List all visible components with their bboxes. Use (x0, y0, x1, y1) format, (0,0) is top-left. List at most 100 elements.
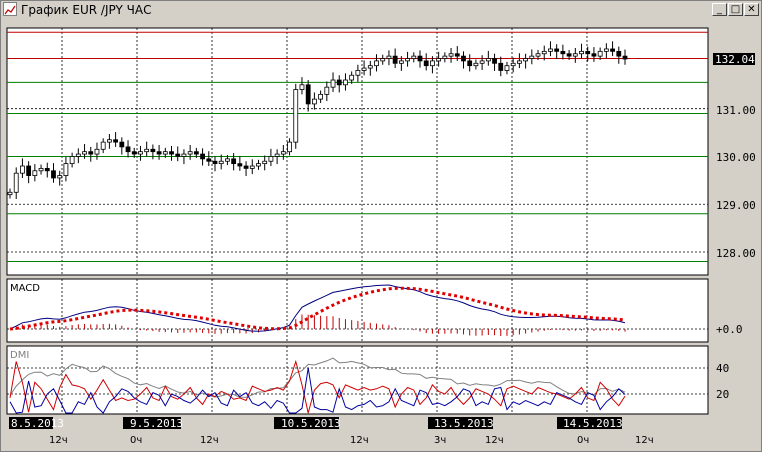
hour-label: 0ч (577, 435, 589, 446)
candle-body (156, 151, 162, 155)
candle-body (492, 58, 497, 64)
candle-body (20, 165, 25, 174)
close-button[interactable]: ✕ (744, 3, 759, 16)
window-title: График EUR /JPY ЧАС (21, 3, 152, 17)
candle-body (529, 55, 535, 59)
candle-body (479, 60, 485, 64)
current-price-box (713, 53, 755, 65)
candle-body (330, 79, 336, 88)
candle-body (69, 156, 75, 165)
y-tick-label: 129.00 (716, 199, 756, 212)
dmi-label: DMI (10, 350, 29, 361)
candle-body (169, 151, 174, 155)
dmi-tick-label: 40 (716, 362, 729, 375)
candle-body (175, 153, 181, 157)
y-tick-label: 131.00 (716, 104, 756, 117)
macd-signal-line (9, 286, 626, 331)
candle-body (510, 62, 516, 67)
candle-body (44, 167, 50, 172)
candle-body (436, 58, 442, 62)
candle-body (311, 98, 317, 105)
macd-line (9, 284, 626, 332)
hour-label: 3ч (434, 435, 446, 446)
date-label: 8.5.2013 (11, 417, 64, 430)
candle-body (256, 163, 261, 167)
y-tick-label: 130.00 (716, 151, 756, 164)
candle-body (380, 58, 386, 62)
candle-body (541, 50, 547, 55)
candle-body (473, 62, 479, 67)
candle-body (355, 70, 361, 76)
dmi-panel[interactable] (6, 345, 709, 415)
candle-body (548, 48, 553, 52)
dmi-series (9, 357, 626, 414)
candle-body (138, 151, 143, 155)
date-label: 10.5.2013 (281, 417, 341, 430)
candle-body (181, 153, 187, 157)
adx-line (9, 357, 626, 398)
date-box (428, 417, 493, 429)
candle-body (299, 84, 305, 90)
candle-body (187, 151, 193, 155)
minimize-button[interactable]: _ (712, 3, 727, 16)
candle-body (231, 158, 237, 165)
candle-body (411, 55, 417, 59)
macd-zero-label: +0.0 (716, 323, 743, 336)
candle-body (603, 48, 609, 52)
candle-body (423, 60, 429, 67)
candle-body (150, 148, 156, 153)
candle-body (57, 175, 63, 179)
candle-body (467, 60, 473, 67)
candle-body (7, 191, 13, 196)
candle-body (293, 89, 299, 143)
candle-body (597, 50, 603, 57)
dmi-tick-label: 20 (716, 388, 729, 401)
candle-body (417, 55, 423, 62)
candle-body (560, 50, 566, 55)
hour-label: 12ч (350, 435, 369, 446)
candle-body (498, 62, 504, 71)
candle-body (268, 156, 274, 162)
candle-body (274, 153, 280, 157)
candle-body (535, 53, 541, 57)
candle-body (324, 86, 330, 95)
candle-body (485, 58, 491, 62)
maximize-button[interactable]: □ (728, 3, 743, 16)
candle-body (516, 60, 522, 64)
candle-body (106, 139, 112, 143)
candle-body (144, 148, 150, 153)
price-levels (7, 31, 708, 263)
candle-body (442, 55, 448, 59)
candle-body (100, 141, 106, 150)
candle-body (386, 55, 392, 59)
candle-body (367, 65, 373, 69)
candle-body (243, 165, 249, 169)
candle-body (616, 50, 622, 57)
y-tick-label: 128.00 (716, 247, 756, 260)
candle-body (374, 60, 379, 67)
chart-app-icon (3, 2, 17, 16)
candle-body (26, 165, 32, 176)
candle-body (51, 170, 56, 179)
candle-body (212, 160, 218, 165)
candle-body (591, 53, 597, 57)
hour-label: 12ч (485, 435, 504, 446)
hour-label: 12ч (200, 435, 219, 446)
candle-body (579, 50, 584, 55)
candle-body (361, 67, 367, 71)
date-label: 13.5.2013 (434, 417, 494, 430)
candle-body (82, 151, 87, 155)
title-bar[interactable]: График EUR /JPY ЧАС _ □ ✕ (1, 1, 761, 19)
candle-body (38, 167, 44, 172)
date-label: 9.5.2013 (130, 417, 183, 430)
candle-body (504, 65, 510, 71)
candle-body (113, 139, 119, 143)
candle-body (454, 53, 460, 57)
candle-body (162, 151, 168, 155)
candle-body (262, 160, 268, 165)
candle-body (225, 158, 230, 162)
candle-body (75, 153, 81, 157)
current-price-label: 132.04 (715, 53, 755, 66)
candle-body (448, 53, 454, 57)
